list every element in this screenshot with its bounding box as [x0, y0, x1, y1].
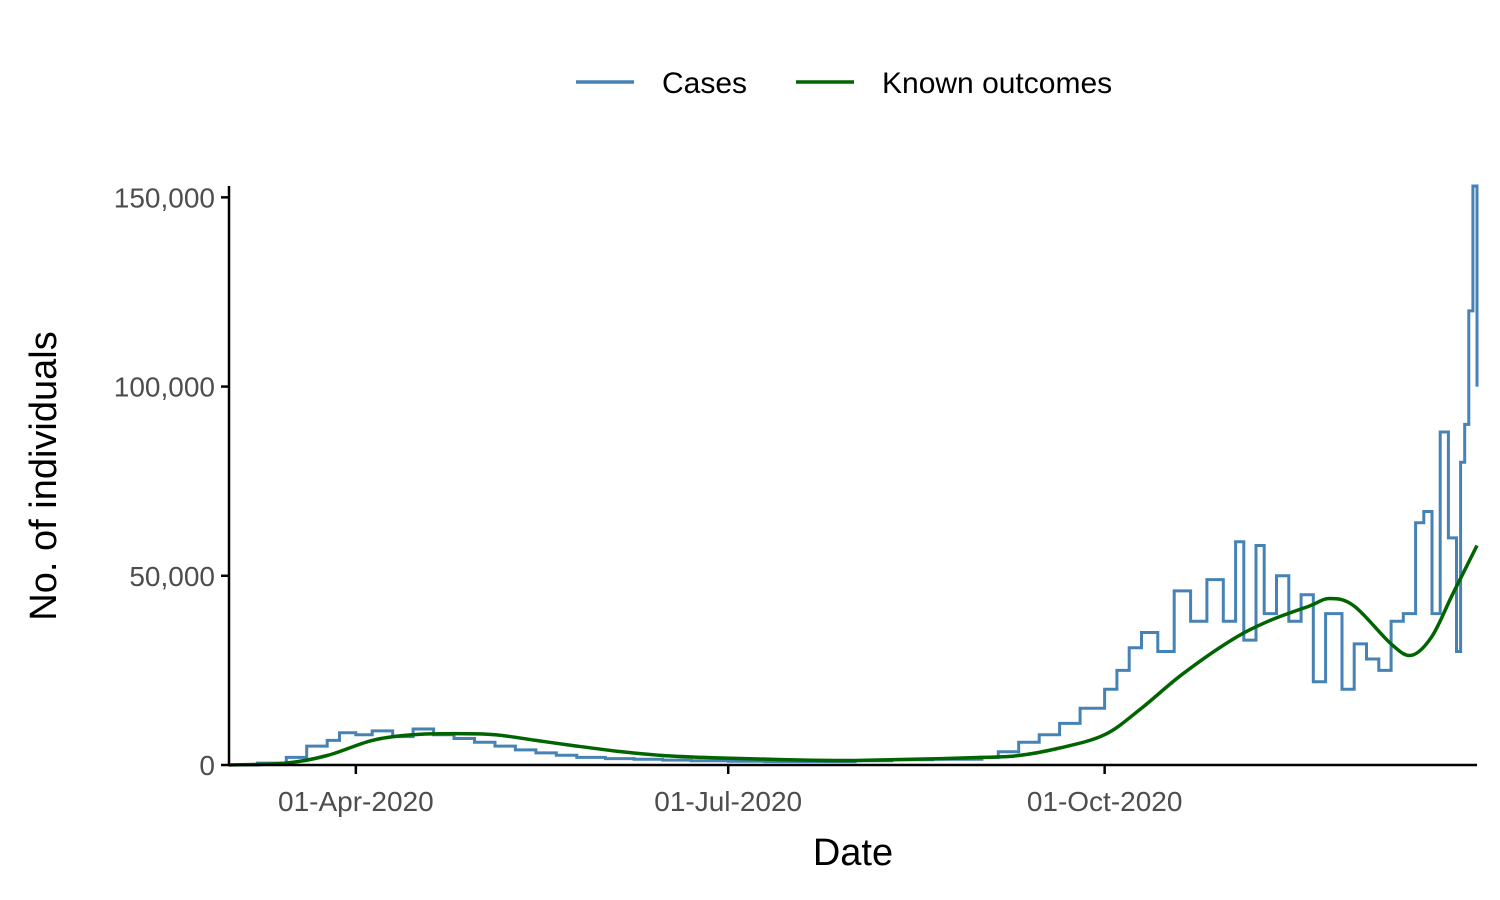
- y-axis-title: No. of individuals: [23, 331, 65, 620]
- y-tick-label: 0: [199, 750, 215, 781]
- series-line-cases: [229, 184, 1479, 767]
- series-layer: [228, 184, 1479, 767]
- x-ticks: 01-Apr-2020 01-Jul-2020 01-Oct-2020: [278, 765, 1182, 817]
- x-tick-label: 01-Jul-2020: [654, 786, 802, 817]
- x-tick-label: 01-Oct-2020: [1027, 786, 1183, 817]
- x-axis-title: Date: [813, 832, 893, 874]
- y-tick-label: 50,000: [129, 561, 215, 592]
- y-ticks: 0 50,000 100,000 150,000: [114, 182, 229, 781]
- legend-label-known-outcomes: Known outcomes: [882, 67, 1112, 100]
- legend-label-cases: Cases: [662, 67, 747, 100]
- series-line-known-outcomes: [228, 544, 1479, 767]
- y-tick-label: 100,000: [114, 372, 215, 403]
- x-tick-label: 01-Apr-2020: [278, 786, 434, 817]
- y-tick-label: 150,000: [114, 182, 215, 213]
- legend: Cases Known outcomes: [576, 67, 1112, 100]
